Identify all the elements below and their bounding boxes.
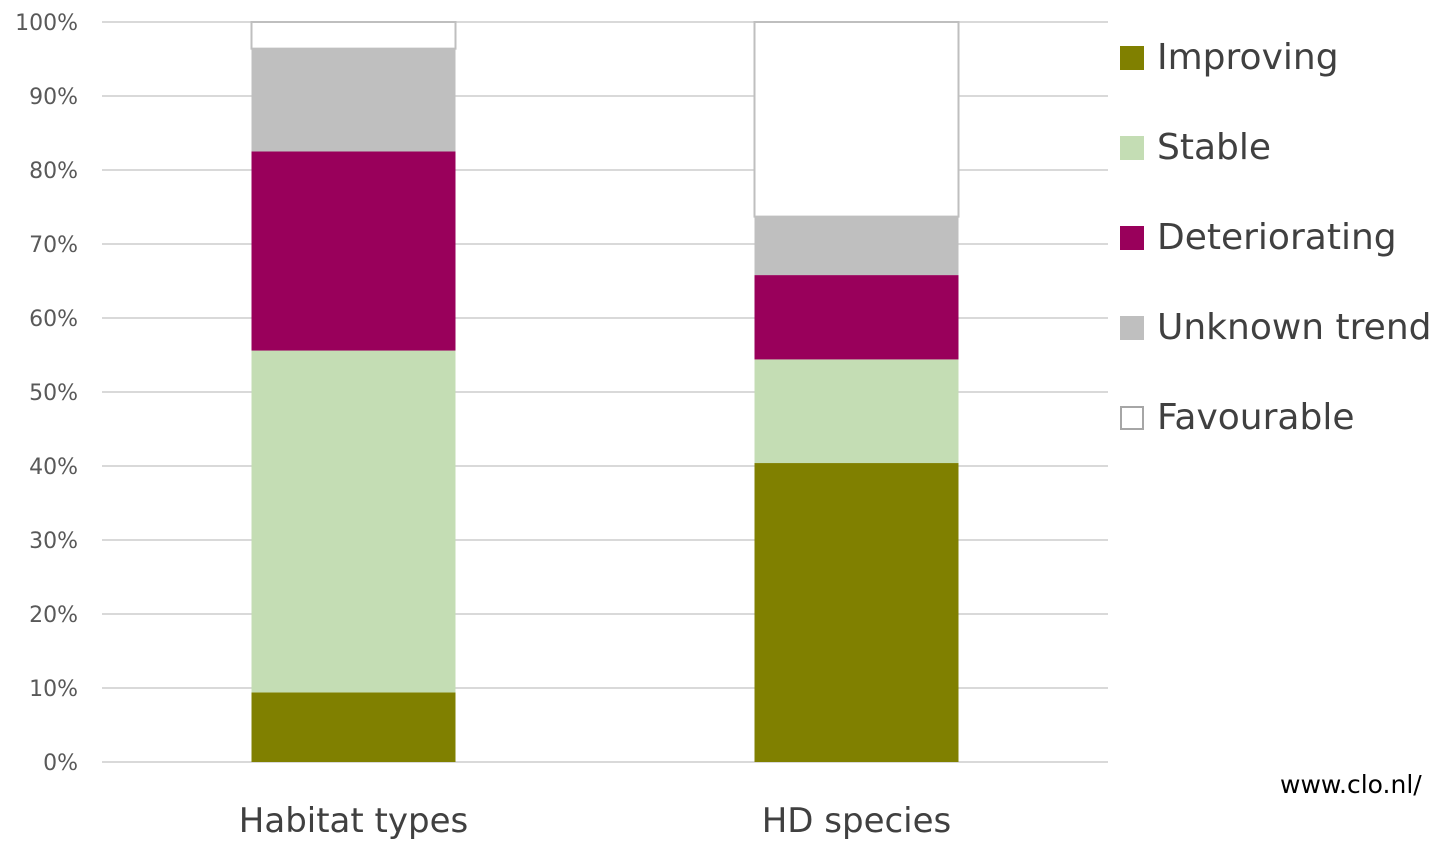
legend-swatch-favourable <box>1120 406 1144 430</box>
y-tick-label: 70% <box>29 233 78 258</box>
y-tick-label: 50% <box>29 381 78 406</box>
legend-label-deteriorating: Deteriorating <box>1157 217 1397 258</box>
bar-segment-unknown-trend <box>754 216 959 276</box>
legend-swatch-improving <box>1120 46 1144 70</box>
legend-label-favourable: Favourable <box>1157 397 1355 438</box>
bar-segment-deteriorating <box>251 151 456 351</box>
legend-swatch-unknown-trend <box>1120 316 1144 340</box>
bar-segment-favourable <box>753 21 960 218</box>
y-tick-label: 0% <box>43 751 78 776</box>
y-tick-label: 80% <box>29 159 78 184</box>
bar-segment-favourable <box>250 21 457 50</box>
source-note: www.clo.nl/ <box>1280 770 1422 799</box>
x-category-label: Habitat types <box>239 801 468 841</box>
bar-segment-improving <box>251 692 456 762</box>
bar-segment-unknown-trend <box>251 48 456 152</box>
bar-segment-improving <box>754 463 959 762</box>
y-tick-label: 90% <box>29 85 78 110</box>
legend-swatch-stable <box>1120 136 1144 160</box>
bar-segment-stable <box>754 359 959 464</box>
legend-swatch-deteriorating <box>1120 226 1144 250</box>
y-tick-label: 100% <box>15 11 78 36</box>
legend-label-unknown-trend: Unknown trend <box>1157 307 1432 348</box>
bar-segment-stable <box>251 350 456 693</box>
y-tick-label: 40% <box>29 455 78 480</box>
legend-label-improving: Improving <box>1157 37 1339 78</box>
bar-segment-deteriorating <box>754 275 959 360</box>
y-tick-label: 10% <box>29 677 78 702</box>
y-tick-label: 30% <box>29 529 78 554</box>
y-tick-label: 60% <box>29 307 78 332</box>
legend-label-stable: Stable <box>1157 127 1272 168</box>
x-category-label: HD species <box>762 801 952 841</box>
y-tick-label: 20% <box>29 603 78 628</box>
